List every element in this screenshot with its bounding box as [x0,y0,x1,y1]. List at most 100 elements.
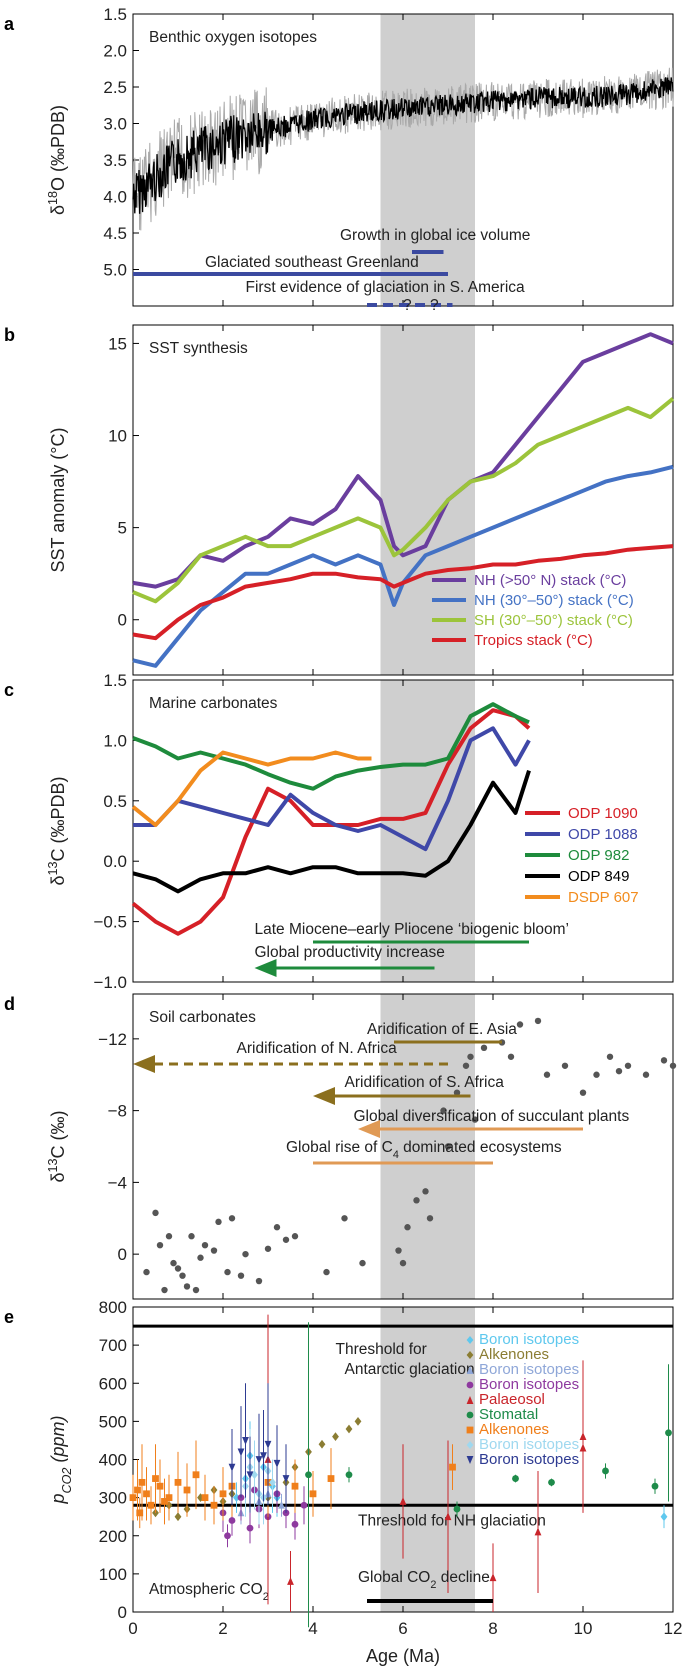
soil-data-point [399,1259,407,1267]
panel-letter: d [4,994,15,1014]
soil-data-point [152,1209,159,1217]
legend-label: Boron isotopes [479,1331,579,1348]
co2-data-point [165,1494,173,1502]
co2-data-point [224,1532,231,1540]
annotation-ice-volume: Growth in global ice volume [340,227,530,244]
co2-data-point [136,1509,144,1517]
y-axis-label: δ13C (‰) [46,1110,68,1182]
soil-data-point [669,1062,677,1069]
legend-label: Tropics stack (°C) [474,632,593,649]
soil-data-point [183,1283,191,1290]
legend-marker [466,1351,474,1359]
co2-data-point [233,1493,240,1503]
y-tick-label: 10 [108,427,127,446]
soil-data-point [404,1224,411,1231]
co2-data-point [246,1524,254,1532]
x-tick-label: 8 [488,1619,497,1638]
co2-data-point [255,1456,263,1464]
legend-marker [466,1426,474,1434]
soil-data-point [467,1053,474,1060]
co2-data-point [264,1440,272,1449]
co2-data-point [291,1520,299,1528]
soil-data-point [480,1044,488,1052]
co2-data-point [332,1432,339,1442]
soil-data-point [579,1089,587,1096]
soil-data-point [543,1071,551,1078]
arrow-head [313,1087,335,1105]
co2-data-point [143,1490,150,1498]
co2-data-point [602,1467,609,1475]
y-tick-label: 5 [118,519,127,538]
co2-data-point [354,1416,362,1426]
y-tick-label: 15 [108,334,127,353]
soil-data-point [444,1143,452,1150]
panel-b: 0 5 10 15 b SST synthesis SST anomaly (°C) NH (… [4,324,675,676]
legend-label: ODP 1088 [568,826,638,843]
soil-data-point [413,1197,420,1204]
co2-data-point [134,1486,141,1494]
soil-data-point [228,1215,236,1222]
series-line-5 [131,750,372,827]
soil-data-point [264,1245,272,1252]
y-tick-label: 300 [99,1489,127,1508]
soil-data-point [143,1268,150,1276]
panel-letter: b [4,325,15,345]
legend-marker [466,1381,474,1389]
co2-data-point [660,1512,668,1522]
soil-data-point [165,1233,173,1240]
panel-title: Atmospheric CO2 [149,1581,269,1603]
legend-label: NH (>50° N) stack (°C) [474,572,626,589]
legend-label: DSDP 607 [568,889,639,906]
x-tick-label: 10 [574,1619,593,1638]
soil-data-point [224,1268,231,1276]
legend-label: Boron isotopes [479,1451,579,1468]
y-tick-label: 1.5 [103,671,127,690]
co2-data-point [512,1475,519,1482]
question-mark: ? [403,297,412,314]
arrow-head [254,959,277,977]
legend-marker [466,1411,474,1419]
y-tick-label: 100 [99,1565,127,1584]
co2-data-point [291,1482,299,1490]
co2-data-point [183,1486,191,1494]
series-line-4 [132,544,674,641]
co2-data-point [273,1459,281,1468]
legend-label: Palaeosol [479,1391,545,1408]
soil-data-point [606,1053,614,1060]
y-axis-label: pCO2 (ppm) [48,1416,74,1505]
co2-data-point [300,1501,308,1509]
co2-data-point [201,1494,209,1502]
y-tick-label: 3.5 [103,151,127,170]
y-tick-label: 200 [99,1527,127,1546]
soil-data-point [534,1017,542,1025]
co2-data-point [489,1573,497,1582]
co2-data-point [453,1505,461,1513]
y-tick-label: −0.5 [93,913,127,932]
x-tick-label: 4 [308,1619,317,1638]
panel-letter: c [4,680,14,700]
y-tick-label: 3.0 [103,115,127,134]
co2-data-point [305,1471,312,1479]
soil-data-point [242,1250,249,1258]
soil-data-point [215,1218,222,1226]
soil-data-point [291,1233,299,1240]
co2-data-point [318,1439,326,1449]
shaded-interval [380,1307,475,1612]
soil-data-point [453,1089,461,1096]
soil-data-point [188,1233,195,1240]
y-tick-label: 1.0 [103,731,127,750]
y-axis-label: δ13C (‰PDB) [46,776,68,885]
y-tick-label: 600 [99,1374,127,1393]
legend-label: Boron isotopes [479,1361,579,1378]
soil-data-point [201,1241,209,1249]
y-tick-label: 800 [99,1298,127,1317]
legend-label: NH (30°–50°) stack (°C) [474,592,634,609]
legend-marker [466,1456,474,1464]
y-tick-label: 0.5 [103,792,127,811]
threshold-antarctic-label: Threshold for [336,1341,427,1358]
co2-data-point [327,1475,335,1482]
x-axis-label: Age (Ma) [366,1646,440,1666]
legend-label: ODP 1090 [568,805,638,822]
benthic-record-smoothed [132,77,674,214]
